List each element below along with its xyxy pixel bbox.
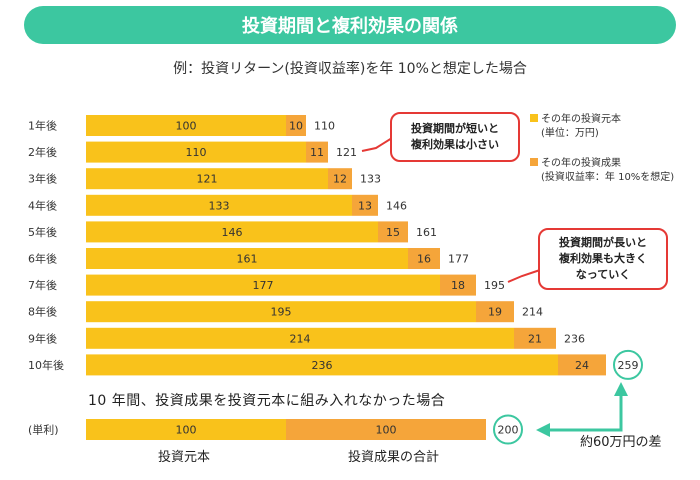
principal-bar [86,274,440,296]
total-value-label: 259 [618,359,639,372]
principal-value-label: 133 [209,199,230,212]
difference-connector [548,394,623,432]
gain-value-label: 19 [488,306,502,319]
total-value-label: 236 [564,332,585,345]
gain-value-label: 18 [451,279,465,292]
gain-value-label: 12 [333,173,347,186]
gain-bar [440,274,476,296]
total-value-circle [613,349,643,380]
simple-total-value: 200 [498,424,519,437]
year-label: 10年後 [28,358,64,372]
simple-gain-bar [286,419,486,440]
legend-gain: その年の投資成果 (投資収益率：年 10%を想定) [530,157,674,185]
gain-bar [378,221,408,243]
callout-short-line1: 投資期間が短いと [411,122,499,135]
gain-value-label: 11 [310,146,324,159]
total-value-label: 133 [360,173,381,186]
legend-gain-label: その年の投資成果 [541,158,621,169]
principal-bar [86,168,328,190]
gain-value-label: 10 [289,120,303,133]
chart-title-banner: 投資期間と複利効果の関係 [24,6,676,44]
simple-interest-title: 10 年間、投資成果を投資元本に組み入れなかった場合 [88,393,446,409]
gains-total-caption: 投資成果の合計 [348,450,440,465]
difference-label: 約60万円の差 [580,435,662,450]
gain-bar [352,194,378,216]
gain-value-label: 15 [386,226,400,239]
gain-bar [286,115,306,136]
gain-bar [476,301,514,323]
callout-short-line2: 複利効果は小さい [411,138,499,151]
total-value-label: 214 [522,306,543,319]
total-value-label: 146 [386,199,407,212]
simple-total-circle [493,414,523,445]
principal-bar [86,194,352,216]
callout-short-term: 投資期間が短いと 複利効果は小さい [390,112,520,162]
principal-bar [86,115,286,136]
gain-value-label: 16 [417,253,431,266]
year-label: 8年後 [28,305,57,319]
difference-arrowhead-left [536,423,550,437]
total-value-label: 161 [416,226,437,239]
gain-bar [306,141,328,163]
principal-value-label: 100 [176,120,197,133]
year-label: 2年後 [28,145,57,159]
gain-bar [514,327,556,349]
principal-value-label: 177 [253,279,274,292]
gain-value-label: 13 [358,199,372,212]
legend-principal: その年の投資元本 (単位：万円) [530,113,621,141]
difference-arrowhead-up [614,382,628,396]
legend-principal-note: (単位：万円) [541,128,599,139]
principal-value-label: 146 [222,226,243,239]
principal-value-label: 110 [186,146,207,159]
gain-bar [558,354,606,376]
year-label: 9年後 [28,331,57,345]
principal-bar [86,248,408,269]
simple-interest-label: (単利) [28,423,59,437]
year-label: 7年後 [28,278,57,292]
year-label: 1年後 [28,119,57,133]
principal-value-label: 121 [197,173,218,186]
callout-long-pointer [507,269,541,283]
simple-principal-value: 100 [176,424,197,437]
principal-bar [86,141,306,163]
principal-bar [86,301,476,323]
principal-bar [86,327,514,349]
legend-principal-swatch [530,114,538,122]
principal-bar [86,354,558,376]
simple-principal-bar [86,419,286,440]
principal-value-label: 214 [290,332,311,345]
total-value-label: 195 [484,279,505,292]
gain-value-label: 21 [528,332,542,345]
callout-long-line1: 投資期間が長いと [559,236,647,249]
principal-value-label: 161 [237,253,258,266]
legend-gain-swatch [530,158,538,166]
principal-value-label: 236 [312,359,333,372]
gain-value-label: 24 [575,359,589,372]
year-label: 5年後 [28,225,57,239]
principal-caption: 投資元本 [158,450,211,465]
total-value-label: 177 [448,253,469,266]
principal-bar [86,221,378,243]
legend-gain-note: (投資収益率：年 10%を想定) [541,172,675,183]
gain-bar [328,168,352,190]
year-label: 6年後 [28,252,57,266]
callout-long-term: 投資期間が長いと 複利効果も大きく なっていく [538,228,668,290]
total-value-label: 121 [336,146,357,159]
gain-bar [408,248,440,269]
callout-long-line3: なっていく [575,268,631,281]
total-value-label: 110 [314,120,335,133]
chart-subtitle: 例：投資リターン(投資収益率)を年 10%と想定した場合 [173,61,527,77]
callout-long-line2: 複利効果も大きく [559,252,647,265]
year-label: 4年後 [28,198,57,212]
callout-short-pointer [361,137,393,152]
principal-value-label: 195 [271,306,292,319]
year-label: 3年後 [28,172,57,186]
simple-gain-value: 100 [376,424,397,437]
legend-principal-label: その年の投資元本 [541,114,621,125]
